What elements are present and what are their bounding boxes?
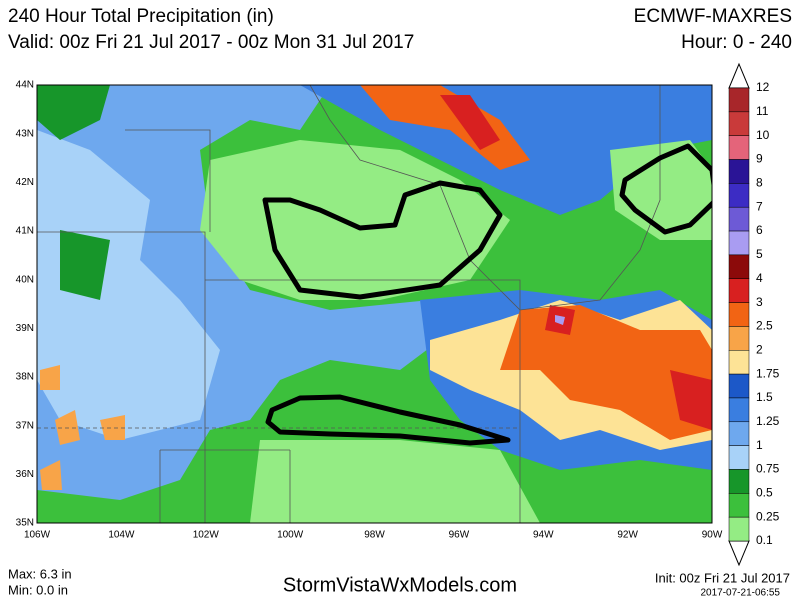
colorbar-swatch xyxy=(728,254,750,279)
colorbar-label: 2.5 xyxy=(756,319,773,333)
lat-label: 42N xyxy=(16,177,34,188)
colorbar-label: 8 xyxy=(756,176,763,190)
lon-label: 104W xyxy=(108,530,135,541)
colorbar-label: 0.5 xyxy=(756,485,773,499)
colorbar-label: 9 xyxy=(756,152,763,166)
lat-label: 43N xyxy=(16,128,34,139)
lon-label: 100W xyxy=(277,530,304,541)
colorbar-bottom-arrow xyxy=(728,540,750,567)
colorbar-swatch xyxy=(728,278,750,303)
colorbar-label: 10 xyxy=(756,128,770,142)
colorbar-swatch xyxy=(728,397,750,423)
field-light-green-ne xyxy=(610,140,712,240)
lon-label: 94W xyxy=(533,530,554,541)
colorbar-label: 7 xyxy=(756,199,763,213)
lat-label: 44N xyxy=(16,80,34,91)
init-time: Init: 00z Fri 21 Jul 2017 xyxy=(655,570,790,585)
colorbar-label: 1.75 xyxy=(756,366,780,380)
map-frame xyxy=(36,84,713,524)
title: 240 Hour Total Precipitation (in) xyxy=(8,6,274,27)
colorbar-swatch xyxy=(728,445,750,470)
colorbar-label: 1 xyxy=(756,438,763,452)
colorbar-label: 0.1 xyxy=(756,533,773,547)
colorbar: 12 11 10 9 8 7 6 5 4 3 2.5 2 1.75 1.5 1.25 1 0.75 0.5 0.25… xyxy=(728,62,780,567)
colorbar-label: 12 xyxy=(756,80,770,94)
colorbar-swatch xyxy=(728,326,750,351)
colorbar-label: 3 xyxy=(756,295,763,309)
hour-range: Hour: 0 - 240 xyxy=(681,32,792,53)
lat-label: 35N xyxy=(16,518,34,529)
lat-label: 38N xyxy=(16,372,34,383)
colorbar-swatch xyxy=(728,302,750,327)
colorbar-label: 6 xyxy=(756,223,763,237)
lat-label: 40N xyxy=(16,274,34,285)
colorbar-swatch xyxy=(728,350,750,375)
colorbar-swatch xyxy=(728,230,750,256)
colorbar-swatch xyxy=(728,373,750,399)
min-value: Min: 0.0 in xyxy=(8,582,68,597)
valid-range: Valid: 00z Fri 21 Jul 2017 - 00z Mon 31 … xyxy=(8,32,414,53)
colorbar-swatch xyxy=(728,111,750,136)
field-red-north xyxy=(440,95,500,150)
colorbar-swatch xyxy=(728,469,750,494)
colorbar-label: 1.5 xyxy=(756,390,773,404)
precip-field xyxy=(37,85,712,523)
colorbar-swatch xyxy=(728,135,750,160)
field-light-green-south xyxy=(250,440,540,523)
timestamp: 2017-07-21-06:55 xyxy=(700,588,780,599)
colorbar-label: 1.25 xyxy=(756,414,780,428)
colorbar-swatch xyxy=(728,206,750,232)
field-orange-north xyxy=(360,85,530,170)
field-light-green xyxy=(200,140,510,300)
field-orange-se xyxy=(500,305,712,440)
outline-contours xyxy=(262,143,712,446)
field-orange-west xyxy=(40,365,125,490)
lon-label: 92W xyxy=(617,530,638,541)
colorbar-swatch xyxy=(728,493,750,518)
field-purple-spot xyxy=(555,315,565,325)
lat-label: 39N xyxy=(16,323,34,334)
max-value: Max: 6.3 in xyxy=(8,566,72,581)
lon-label: 98W xyxy=(364,530,385,541)
colorbar-swatch xyxy=(728,159,750,184)
website: StormVistaWxModels.com xyxy=(283,574,517,596)
lon-label: 106W xyxy=(24,530,51,541)
field-light-blue xyxy=(37,130,220,440)
field-dark-green xyxy=(37,85,110,300)
colorbar-label: 11 xyxy=(756,104,769,118)
lon-label: 102W xyxy=(193,530,220,541)
lat-label: 36N xyxy=(16,469,34,480)
colorbar-swatch xyxy=(728,516,750,542)
colorbar-label: 0.75 xyxy=(756,462,780,476)
colorbar-label: 0.25 xyxy=(756,509,780,523)
colorbar-label: 4 xyxy=(756,271,763,285)
model-name: ECMWF-MAXRES xyxy=(634,6,792,27)
colorbar-swatch xyxy=(728,421,750,446)
colorbar-label: 5 xyxy=(756,247,763,261)
colorbar-swatch xyxy=(728,87,750,113)
colorbar-swatch xyxy=(728,183,750,208)
lon-label: 90W xyxy=(702,530,723,541)
colorbar-top-arrow xyxy=(728,62,750,89)
colorbar-label: 2 xyxy=(756,342,763,356)
lat-label: 37N xyxy=(16,420,34,431)
lon-label: 96W xyxy=(449,530,470,541)
lat-label: 41N xyxy=(16,226,34,237)
